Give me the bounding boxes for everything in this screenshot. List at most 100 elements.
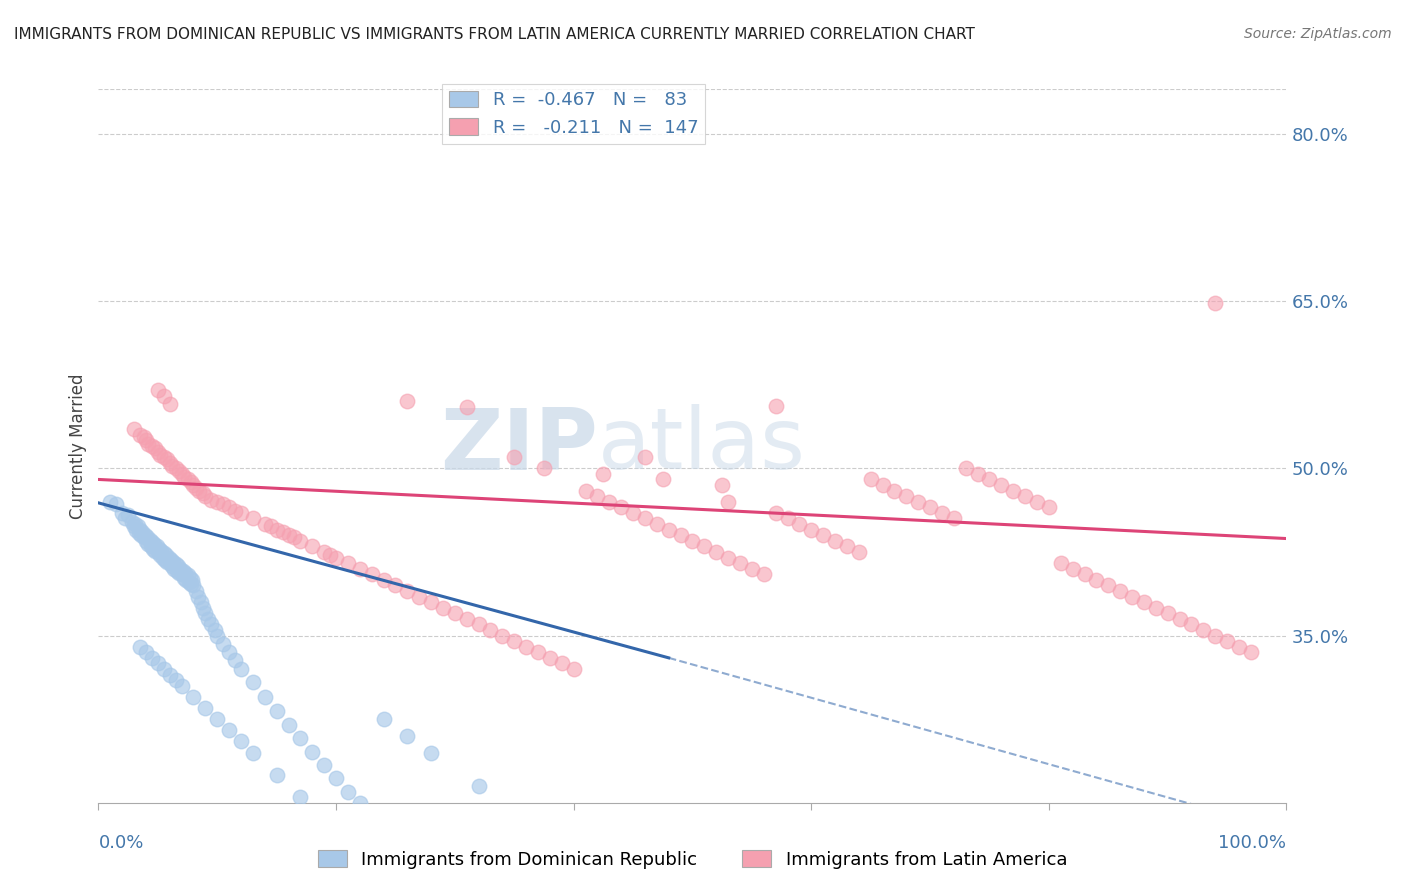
- Point: [907, 494, 929, 508]
- Point: [538, 651, 561, 665]
- Point: [835, 539, 858, 553]
- Point: [420, 746, 443, 760]
- Point: [325, 550, 347, 565]
- Point: [191, 485, 214, 500]
- Point: [194, 701, 217, 715]
- Point: [184, 583, 207, 598]
- Point: [146, 545, 169, 559]
- Point: [283, 530, 305, 544]
- Point: [681, 533, 703, 548]
- Point: [125, 523, 148, 537]
- Point: [188, 483, 211, 498]
- Text: 100.0%: 100.0%: [1219, 834, 1286, 852]
- Point: [277, 528, 299, 542]
- Point: [562, 662, 585, 676]
- Point: [197, 612, 219, 626]
- Point: [229, 662, 252, 676]
- Point: [132, 530, 155, 544]
- Point: [172, 564, 194, 578]
- Point: [872, 478, 894, 492]
- Point: [420, 595, 443, 609]
- Point: [156, 452, 179, 467]
- Point: [129, 528, 152, 542]
- Point: [145, 539, 167, 553]
- Point: [373, 573, 395, 587]
- Point: [1038, 500, 1060, 515]
- Point: [173, 470, 195, 484]
- Text: atlas: atlas: [598, 404, 806, 488]
- Point: [752, 567, 775, 582]
- Point: [848, 545, 870, 559]
- Point: [159, 556, 181, 570]
- Point: [200, 617, 222, 632]
- Point: [266, 705, 288, 719]
- Point: [111, 506, 134, 520]
- Point: [396, 394, 419, 409]
- Point: [136, 530, 159, 544]
- Point: [157, 550, 180, 565]
- Point: [432, 600, 454, 615]
- Point: [212, 497, 235, 511]
- Point: [776, 511, 799, 525]
- Point: [586, 489, 609, 503]
- Point: [651, 472, 673, 486]
- Point: [503, 450, 526, 464]
- Point: [527, 645, 550, 659]
- Point: [212, 637, 235, 651]
- Point: [717, 494, 740, 508]
- Point: [132, 430, 155, 444]
- Point: [966, 467, 988, 481]
- Point: [384, 578, 406, 592]
- Point: [156, 555, 179, 569]
- Legend: R =  -0.467   N =   83, R =   -0.211   N =  147: R = -0.467 N = 83, R = -0.211 N = 147: [441, 84, 706, 144]
- Point: [1180, 617, 1202, 632]
- Point: [105, 497, 128, 511]
- Point: [135, 645, 157, 659]
- Point: [155, 548, 177, 563]
- Point: [277, 717, 299, 731]
- Point: [180, 577, 202, 591]
- Point: [129, 427, 152, 442]
- Point: [167, 464, 190, 478]
- Point: [160, 458, 183, 473]
- Point: [704, 545, 727, 559]
- Point: [162, 555, 184, 569]
- Point: [824, 533, 846, 548]
- Point: [135, 533, 157, 548]
- Point: [166, 564, 188, 578]
- Point: [301, 539, 323, 553]
- Text: Source: ZipAtlas.com: Source: ZipAtlas.com: [1244, 27, 1392, 41]
- Point: [183, 578, 205, 592]
- Point: [174, 566, 197, 580]
- Point: [920, 500, 942, 515]
- Point: [658, 523, 681, 537]
- Point: [146, 657, 169, 671]
- Point: [765, 506, 787, 520]
- Point: [200, 492, 222, 507]
- Point: [336, 556, 359, 570]
- Point: [131, 524, 153, 539]
- Point: [360, 567, 382, 582]
- Point: [141, 651, 163, 665]
- Point: [253, 516, 276, 531]
- Point: [883, 483, 905, 498]
- Point: [128, 525, 150, 540]
- Point: [396, 729, 419, 743]
- Point: [122, 519, 145, 533]
- Point: [1144, 600, 1167, 615]
- Point: [942, 511, 965, 525]
- Point: [325, 771, 347, 786]
- Point: [896, 489, 918, 503]
- Point: [634, 450, 657, 464]
- Point: [160, 559, 183, 574]
- Point: [491, 628, 513, 642]
- Point: [146, 384, 169, 398]
- Point: [314, 545, 336, 559]
- Point: [444, 607, 467, 621]
- Point: [290, 790, 312, 805]
- Point: [1133, 595, 1156, 609]
- Point: [159, 667, 181, 681]
- Point: [1002, 483, 1025, 498]
- Point: [98, 494, 121, 508]
- Point: [183, 690, 205, 704]
